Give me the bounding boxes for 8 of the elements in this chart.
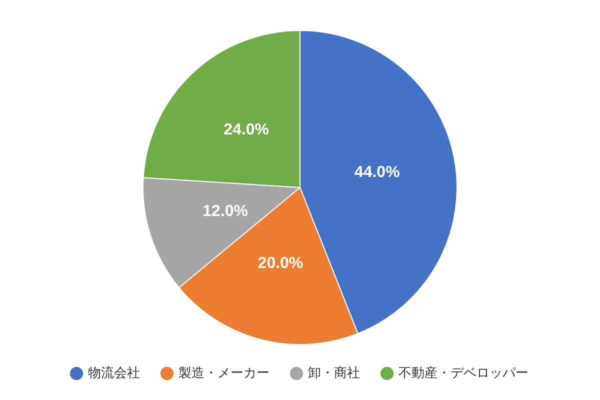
legend-label: 製造・メーカー [178, 366, 270, 381]
legend-label: 卸・商社 [308, 366, 360, 381]
data-label: 44.0% [354, 164, 400, 182]
data-label: 24.0% [224, 122, 269, 139]
data-label: 12.0% [202, 203, 248, 220]
legend-label: 物流会社 [88, 364, 140, 381]
legend-label: 不動産・デベロッパー [398, 364, 528, 381]
data-label: 20.0% [258, 254, 304, 272]
